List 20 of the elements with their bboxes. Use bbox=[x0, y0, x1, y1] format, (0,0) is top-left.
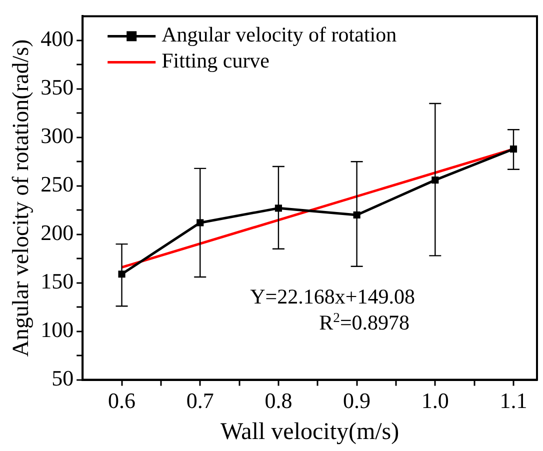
x-tick-label: 1.0 bbox=[421, 388, 449, 413]
x-tick-label: 0.6 bbox=[108, 388, 136, 413]
x-tick-label: 0.7 bbox=[186, 388, 214, 413]
y-tick-label: 350 bbox=[40, 74, 74, 100]
y-axis-title: Angular velocity of rotation(rad/s) bbox=[8, 39, 33, 357]
x-tick-label: 0.9 bbox=[343, 388, 371, 413]
y-tick-label: 300 bbox=[40, 123, 74, 148]
annotation: Y=22.168x+149.08 bbox=[250, 284, 415, 308]
y-tick-label: 250 bbox=[40, 172, 74, 197]
x-tick-label: 1.1 bbox=[500, 388, 528, 413]
y-tick-label: 150 bbox=[40, 268, 74, 294]
legend-label: Angular velocity of rotation bbox=[162, 22, 398, 47]
y-tick-label: 200 bbox=[40, 220, 74, 246]
y-tick-label: 100 bbox=[40, 317, 74, 342]
y-tick-label: 50 bbox=[52, 366, 74, 391]
point bbox=[196, 219, 204, 226]
legend-label: Fitting curve bbox=[162, 48, 270, 73]
x-axis-title: Wall velocity(m/s) bbox=[220, 418, 400, 445]
y-tick-label: 400 bbox=[40, 26, 74, 52]
x-tick-label: 0.8 bbox=[264, 388, 292, 413]
